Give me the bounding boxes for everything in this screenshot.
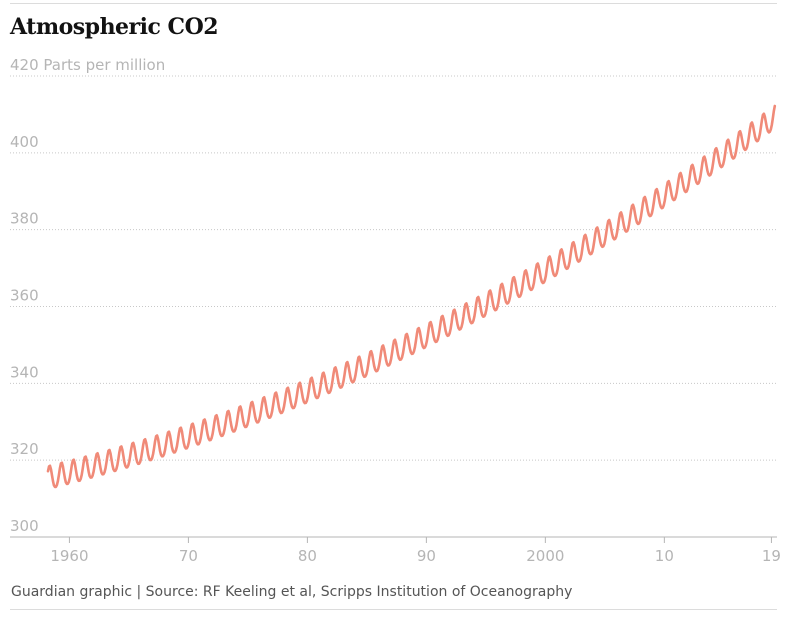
x-tick-label-1960: 1960 bbox=[50, 547, 88, 565]
x-tick-label-1990: 90 bbox=[417, 547, 436, 565]
x-axis-ticks: 1960 70 80 90 2000 10 19 bbox=[10, 536, 781, 565]
bottom-rule bbox=[10, 609, 777, 610]
top-rule bbox=[10, 3, 777, 4]
x-tick-label-2019: 19 bbox=[762, 547, 781, 565]
y-tick-label-360: 360 bbox=[10, 287, 39, 305]
series-layer bbox=[46, 104, 777, 489]
x-tick-label-2010: 10 bbox=[655, 547, 674, 565]
y-tick-label-300: 300 bbox=[10, 517, 39, 535]
x-tick-label-1970: 70 bbox=[179, 547, 198, 565]
gridlines bbox=[10, 75, 777, 461]
y-tick-label-380: 380 bbox=[10, 210, 39, 228]
source-credit: Guardian graphic | Source: RF Keeling et… bbox=[11, 584, 573, 600]
y-axis-ticks: 300 320 340 360 380 400 420 Parts per million bbox=[10, 56, 165, 535]
y-tick-label-340: 340 bbox=[10, 363, 39, 381]
y-tick-label-420: 420 Parts per million bbox=[10, 56, 165, 74]
chart-title: Atmospheric CO2 bbox=[10, 14, 219, 40]
series-line-co2 bbox=[46, 104, 777, 489]
y-tick-label-400: 400 bbox=[10, 133, 39, 151]
x-tick-label-2000: 2000 bbox=[526, 547, 564, 565]
y-tick-label-320: 320 bbox=[10, 440, 39, 458]
x-tick-label-1980: 80 bbox=[298, 547, 317, 565]
